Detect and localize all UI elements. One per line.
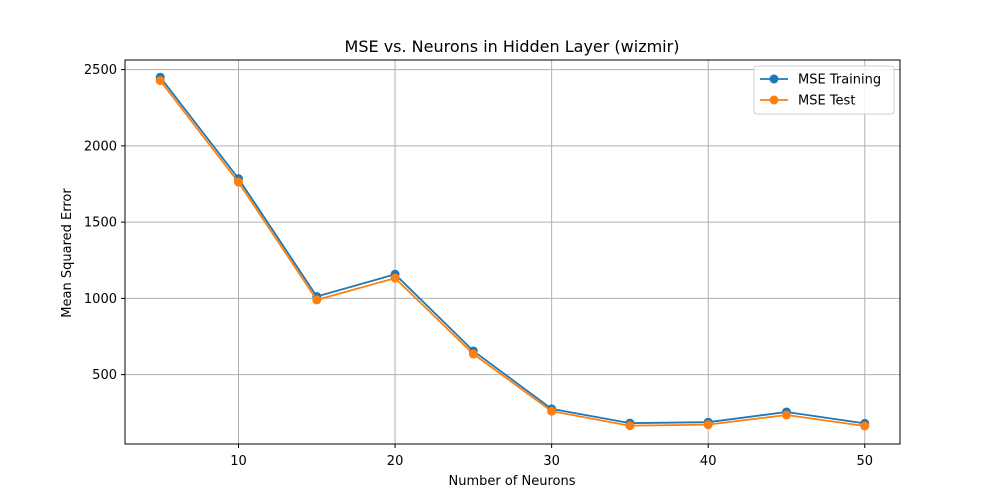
legend-marker-1 (769, 95, 779, 105)
series-layer (155, 72, 870, 431)
x-tick-label: 40 (700, 454, 717, 469)
data-point-1-2 (312, 295, 322, 305)
series-line-0 (159, 76, 865, 425)
axis-ticks: 10 20 30 40 50 500 1000 1500 2000 2500 (84, 63, 873, 469)
data-point-1-1 (234, 177, 244, 187)
plot-frame (124, 59, 901, 445)
legend: MSE Training MSE Test (753, 65, 895, 115)
y-tick-label: 500 (92, 368, 117, 383)
data-point-1-8 (781, 410, 791, 420)
x-tick-label: 10 (230, 454, 247, 469)
y-axis-label: Mean Squared Error (60, 188, 75, 318)
x-tick-label: 50 (856, 454, 873, 469)
y-tick-label: 1500 (84, 216, 117, 231)
data-point-1-3 (390, 273, 400, 283)
legend-label-0: MSE Training (798, 73, 881, 88)
data-point-1-7 (703, 420, 713, 430)
series-line-1 (159, 80, 865, 427)
data-point-1-5 (547, 406, 557, 416)
x-tick-label: 30 (543, 454, 560, 469)
legend-box (753, 65, 895, 115)
data-point-1-9 (860, 421, 870, 431)
data-point-1-4 (468, 349, 478, 359)
y-tick-label: 2000 (84, 139, 117, 154)
x-axis-label: Number of Neurons (448, 474, 575, 489)
data-point-1-0 (155, 76, 165, 86)
chart-title: MSE vs. Neurons in Hidden Layer (wizmir) (345, 37, 680, 56)
legend-label-1: MSE Test (798, 94, 855, 109)
grid (125, 60, 900, 444)
legend-marker-0 (769, 74, 779, 84)
y-tick-label: 1000 (84, 292, 117, 307)
y-tick-label: 2500 (84, 63, 117, 78)
x-tick-label: 20 (387, 454, 404, 469)
data-point-1-6 (625, 421, 635, 431)
